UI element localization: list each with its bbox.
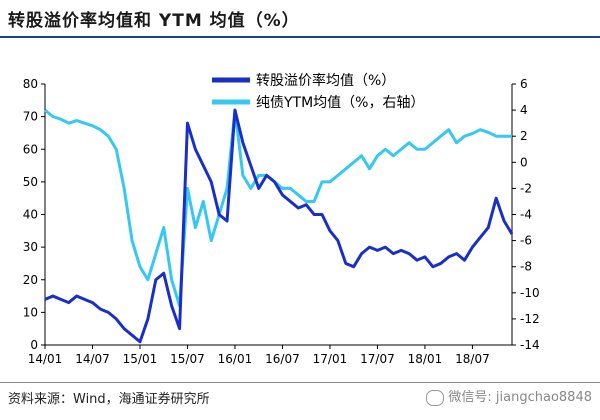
right-tick-label: -2 bbox=[520, 181, 532, 195]
x-tick-label: 16/01 bbox=[218, 352, 253, 366]
wechat-icon bbox=[426, 389, 445, 406]
source-note: 资料来源：Wind，海通证券研究所 bbox=[8, 392, 210, 407]
series-layer bbox=[44, 108, 514, 344]
header-rule bbox=[0, 36, 600, 38]
left-tick-label: 70 bbox=[23, 110, 38, 124]
right-tick-label: -10 bbox=[520, 286, 540, 300]
left-tick-label: 50 bbox=[23, 175, 38, 189]
x-tick-label: 14/07 bbox=[75, 352, 110, 366]
left-tick-label: 60 bbox=[23, 142, 38, 156]
x-tick-label: 18/01 bbox=[408, 352, 443, 366]
x-tick-label: 15/07 bbox=[170, 352, 205, 366]
legend: 转股溢价率均值（%） 纯债YTM均值（%，右轴） bbox=[212, 72, 425, 111]
x-tick-label: 14/01 bbox=[28, 352, 63, 366]
left-y-axis: 0 10 20 30 40 50 60 70 80 bbox=[23, 77, 45, 352]
x-axis: 14/01 14/07 15/01 15/07 16/01 16/07 17/01 17/07… bbox=[28, 345, 490, 366]
right-tick-label: -14 bbox=[520, 338, 540, 352]
x-tick-label: 18/07 bbox=[455, 352, 490, 366]
left-tick-label: 80 bbox=[23, 77, 38, 91]
x-tick-label: 16/07 bbox=[265, 352, 300, 366]
footer-rule bbox=[0, 382, 600, 383]
page-title: 转股溢价率均值和 YTM 均值（%） bbox=[8, 11, 300, 31]
left-tick-label: 40 bbox=[23, 208, 38, 222]
right-tick-label: -12 bbox=[520, 312, 540, 326]
right-tick-label: -6 bbox=[520, 234, 532, 248]
left-tick-label: 20 bbox=[23, 273, 38, 287]
right-tick-label: 4 bbox=[520, 103, 528, 117]
x-tick-label: 17/01 bbox=[313, 352, 348, 366]
right-tick-label: 0 bbox=[520, 155, 528, 169]
plot-area bbox=[44, 84, 513, 346]
watermark-text: 微信号: jiangchao8848 bbox=[448, 390, 592, 405]
legend-ytm-label: 纯债YTM均值（%，右轴） bbox=[256, 95, 425, 111]
premium-series-line bbox=[44, 108, 514, 344]
left-tick-label: 10 bbox=[23, 305, 38, 319]
watermark: 微信号: jiangchao8848 bbox=[426, 386, 592, 406]
x-tick-label: 17/07 bbox=[360, 352, 395, 366]
left-tick-label: 0 bbox=[30, 338, 38, 352]
right-tick-label: -8 bbox=[520, 260, 532, 274]
left-tick-label: 30 bbox=[23, 240, 38, 254]
ytm-series-line bbox=[44, 108, 512, 308]
right-tick-label: -4 bbox=[520, 208, 532, 222]
right-tick-label: 2 bbox=[520, 129, 528, 143]
right-y-axis: -14 -12 -10 -8 -6 -4 -2 0 2 4 6 bbox=[512, 77, 540, 352]
right-tick-label: 6 bbox=[520, 77, 528, 91]
legend-premium-label: 转股溢价率均值（%） bbox=[256, 72, 395, 89]
x-tick-label: 15/01 bbox=[123, 352, 158, 366]
